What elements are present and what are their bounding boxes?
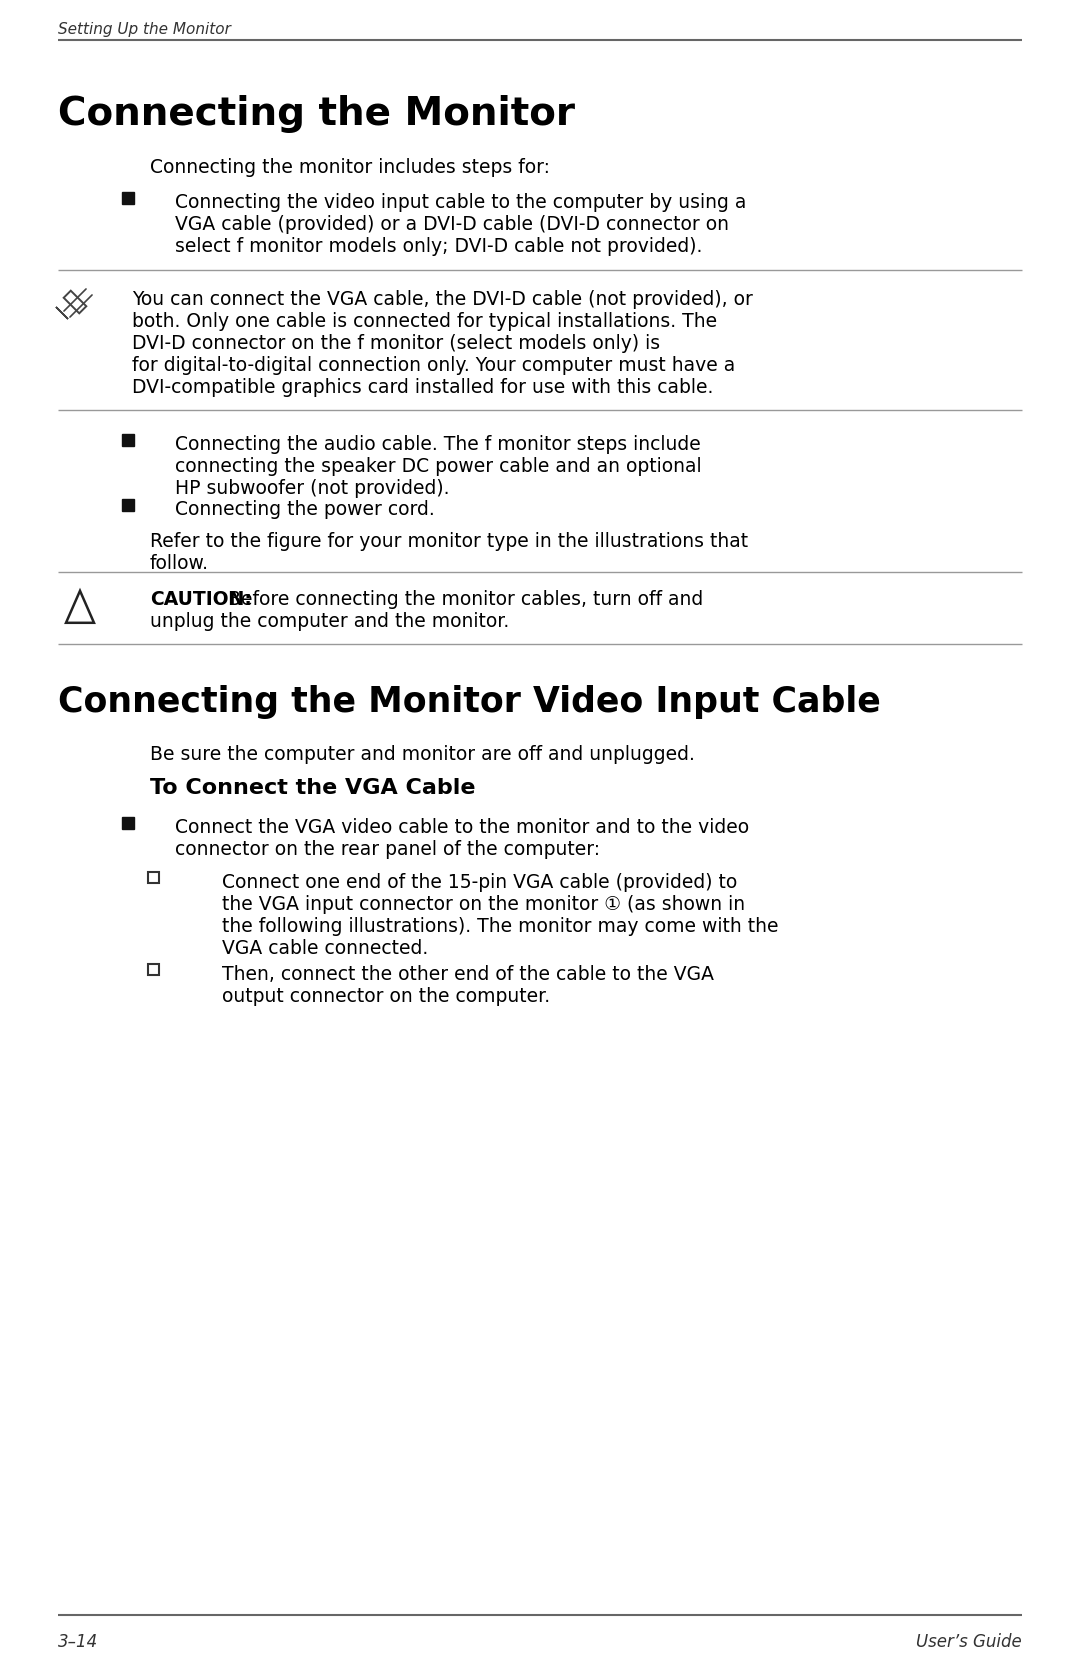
Text: unplug the computer and the monitor.: unplug the computer and the monitor. bbox=[150, 613, 510, 631]
Text: Connecting the audio cable. The f monitor steps include: Connecting the audio cable. The f monito… bbox=[175, 436, 701, 454]
Text: Connecting the monitor includes steps for:: Connecting the monitor includes steps fo… bbox=[150, 159, 550, 177]
Text: select f monitor models only; DVI-D cable not provided).: select f monitor models only; DVI-D cabl… bbox=[175, 237, 702, 255]
Text: Connecting the power cord.: Connecting the power cord. bbox=[175, 501, 435, 519]
Text: the following illustrations). The monitor may come with the: the following illustrations). The monito… bbox=[222, 916, 779, 936]
Text: Connecting the video input cable to the computer by using a: Connecting the video input cable to the … bbox=[175, 194, 746, 212]
Text: CAUTION:: CAUTION: bbox=[150, 591, 252, 609]
Text: Refer to the figure for your monitor type in the illustrations that: Refer to the figure for your monitor typ… bbox=[150, 532, 748, 551]
Text: VGA cable connected.: VGA cable connected. bbox=[222, 940, 429, 958]
Text: output connector on the computer.: output connector on the computer. bbox=[222, 986, 550, 1006]
Text: both. Only one cable is connected for typical installations. The: both. Only one cable is connected for ty… bbox=[132, 312, 717, 330]
Text: You can connect the VGA cable, the DVI-D cable (not provided), or: You can connect the VGA cable, the DVI-D… bbox=[132, 290, 753, 309]
Text: Setting Up the Monitor: Setting Up the Monitor bbox=[58, 22, 231, 37]
Bar bbox=[122, 818, 134, 829]
Text: Then, connect the other end of the cable to the VGA: Then, connect the other end of the cable… bbox=[222, 965, 714, 985]
Text: connector on the rear panel of the computer:: connector on the rear panel of the compu… bbox=[175, 840, 600, 860]
Text: Connect the VGA video cable to the monitor and to the video: Connect the VGA video cable to the monit… bbox=[175, 818, 750, 836]
Text: HP subwoofer (not provided).: HP subwoofer (not provided). bbox=[175, 479, 449, 497]
Text: for digital-to-digital connection only. Your computer must have a: for digital-to-digital connection only. … bbox=[132, 355, 735, 376]
Text: Before connecting the monitor cables, turn off and: Before connecting the monitor cables, tu… bbox=[222, 591, 703, 609]
Text: DVI-compatible graphics card installed for use with this cable.: DVI-compatible graphics card installed f… bbox=[132, 377, 714, 397]
Text: Connect one end of the 15-pin VGA cable (provided) to: Connect one end of the 15-pin VGA cable … bbox=[222, 873, 738, 891]
Text: DVI-D connector on the f monitor (select models only) is: DVI-D connector on the f monitor (select… bbox=[132, 334, 660, 354]
Bar bbox=[148, 965, 159, 975]
Text: Connecting the Monitor: Connecting the Monitor bbox=[58, 95, 575, 134]
Text: follow.: follow. bbox=[150, 554, 210, 572]
Bar bbox=[122, 192, 134, 204]
Text: VGA cable (provided) or a DVI-D cable (DVI-D connector on: VGA cable (provided) or a DVI-D cable (D… bbox=[175, 215, 729, 234]
Text: User’s Guide: User’s Guide bbox=[916, 1632, 1022, 1651]
Text: 3–14: 3–14 bbox=[58, 1632, 98, 1651]
Text: Be sure the computer and monitor are off and unplugged.: Be sure the computer and monitor are off… bbox=[150, 744, 694, 764]
Text: the VGA input connector on the monitor ① (as shown in: the VGA input connector on the monitor ①… bbox=[222, 895, 745, 915]
Text: connecting the speaker DC power cable and an optional: connecting the speaker DC power cable an… bbox=[175, 457, 702, 476]
Text: To Connect the VGA Cable: To Connect the VGA Cable bbox=[150, 778, 475, 798]
Text: Connecting the Monitor Video Input Cable: Connecting the Monitor Video Input Cable bbox=[58, 684, 881, 719]
Bar bbox=[148, 873, 159, 883]
Bar bbox=[122, 499, 134, 511]
Bar bbox=[122, 434, 134, 446]
